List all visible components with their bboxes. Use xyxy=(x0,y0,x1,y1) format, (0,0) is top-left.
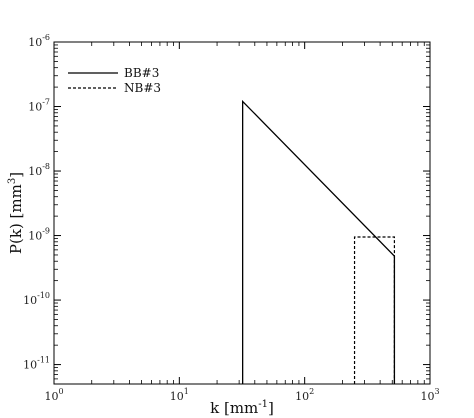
series-layer xyxy=(242,99,396,384)
y-tick-label: 10-7 xyxy=(28,98,50,114)
series-line-nb-3 xyxy=(353,236,396,384)
y-tick-label: 10-6 xyxy=(28,33,50,49)
tick-labels-layer: 100 101 102 103 10-11 10-10 10-9 10-8 10-7 10-6 xyxy=(23,33,439,403)
x-tick-label: 100 xyxy=(44,387,63,403)
legend-label: NB#3 xyxy=(124,81,161,95)
x-tick-label: 101 xyxy=(170,387,189,403)
y-tick-label: 10-11 xyxy=(23,356,50,372)
legend-label: BB#3 xyxy=(124,66,159,80)
legend: BB#3NB#3 xyxy=(68,66,161,95)
x-tick-label: 103 xyxy=(420,387,439,403)
series-line-bb-3 xyxy=(242,99,396,384)
ticks-layer xyxy=(53,41,431,385)
y-tick-label: 10-10 xyxy=(23,291,50,307)
y-tick-label: 10-8 xyxy=(28,162,50,178)
x-tick-label: 102 xyxy=(295,387,314,403)
y-axis-title: P(k) [mm3] xyxy=(7,172,25,254)
x-axis-title: k [mm-1] xyxy=(210,399,274,417)
y-tick-label: 10-9 xyxy=(28,227,50,243)
